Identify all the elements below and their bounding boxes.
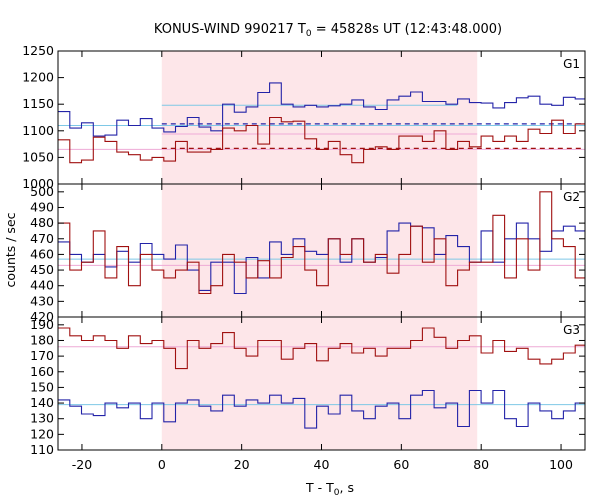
chart-title-rest: = 45828s UT (12:43:48.000) [312, 22, 502, 37]
x-axis-label-main: T - T [305, 480, 334, 495]
y-tick-label: 420 [30, 309, 54, 324]
y-tick-label: 150 [30, 379, 54, 394]
x-axis-label: T - T0, s [305, 480, 354, 498]
y-axis-label: counts / sec [3, 212, 18, 287]
panel-label: G1 [563, 57, 580, 71]
shaded-interval [161, 184, 478, 317]
series-red-line [58, 116, 585, 164]
y-tick-label: 460 [30, 246, 54, 261]
y-tick-label: 500 [30, 184, 54, 199]
y-tick-label: 1100 [22, 123, 54, 138]
series-red-line [58, 327, 585, 370]
y-tick-label: 450 [30, 262, 54, 277]
y-tick-label: 140 [30, 395, 54, 410]
panels: 100010501100115012001250G142043044045046… [22, 43, 586, 472]
y-tick-label: 1250 [22, 43, 54, 58]
x-tick-label: 0 [158, 457, 166, 472]
x-tick-label: 40 [314, 457, 330, 472]
x-tick-label: 80 [473, 457, 489, 472]
panel-label: G3 [563, 323, 580, 337]
x-tick-label: 100 [549, 457, 573, 472]
shaded-interval [161, 51, 478, 184]
y-tick-label: 190 [30, 317, 54, 332]
x-tick-label: -20 [72, 457, 92, 472]
x-axis-label-rest: , s [340, 480, 354, 495]
chart-title-sub: 0 [306, 29, 312, 39]
y-tick-label: 130 [30, 411, 54, 426]
shaded-interval [161, 317, 478, 450]
y-tick-label: 470 [30, 231, 54, 246]
panel-g1: 1000 1050 1100 1150 1200 1250 G1 [22, 43, 586, 191]
panel-label: G2 [563, 190, 580, 204]
series-red-line [58, 191, 585, 295]
x-tick-label: 20 [234, 457, 250, 472]
y-tick-label: 440 [30, 278, 54, 293]
x-axis-label-sub: 0 [334, 488, 340, 498]
x-tick-label: 60 [393, 457, 409, 472]
y-tick-label: 110 [30, 442, 54, 457]
y-tick-label: 430 [30, 293, 54, 308]
series-blue-line [58, 389, 585, 429]
series-blue-line [58, 82, 585, 137]
y-tick-label: 180 [30, 332, 54, 347]
y-tick-label: 1050 [22, 149, 54, 164]
y-tick-label: 1000 [22, 176, 54, 191]
y-tick-label: 490 [30, 199, 54, 214]
chart-title: KONUS-WIND 990217 T0 = 45828s UT (12:43:… [154, 22, 502, 39]
y-tick-label: 1150 [22, 96, 54, 111]
series-blue-line [58, 222, 585, 295]
y-tick-label: 160 [30, 364, 54, 379]
y-tick-label: 1200 [22, 70, 54, 85]
chart-title-main: KONUS-WIND 990217 T [154, 22, 306, 37]
y-tick-label: 170 [30, 348, 54, 363]
y-tick-label: 480 [30, 215, 54, 230]
y-tick-label: 120 [30, 426, 54, 441]
